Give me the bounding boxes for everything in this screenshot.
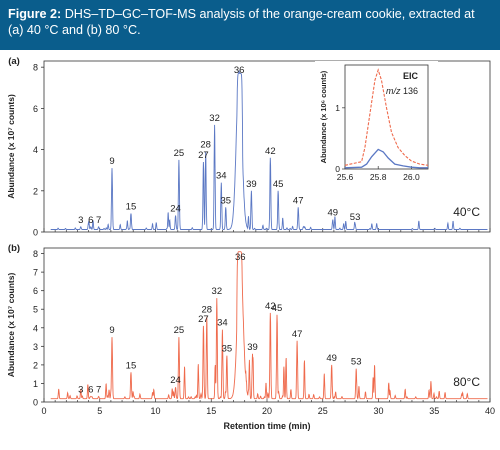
x-tick-label: 35 [429,406,439,416]
peak-label: 34 [216,171,227,182]
inset-series-line [344,148,428,169]
peak-label: 35 [222,344,233,355]
peak-label: 27 [198,150,209,161]
peak-label: 3 [78,384,83,395]
inset-subtitle: m/z 136 [386,86,418,96]
peak-label: 53 [351,357,362,368]
x-tick-label: 0 [41,406,46,416]
y-tick-label: 0 [33,398,38,408]
x-tick-label: 10 [150,406,160,416]
chromatogram-trace [50,70,488,231]
x-tick-label: 40 [485,406,495,416]
y-tick-label: 3 [33,342,38,352]
peak-label: 47 [293,195,304,206]
peak-label: 24 [170,375,181,386]
peak-label: 39 [247,342,258,353]
peak-label: 7 [96,215,101,226]
y-tick-label: 4 [33,145,38,155]
peak-label: 35 [220,195,231,206]
x-tick-label: 25 [318,406,328,416]
panel-label: (b) [8,243,20,254]
figure-caption: Figure 2: DHS–TD–GC–TOF-MS analysis of t… [0,0,500,50]
peak-label: 32 [209,113,220,124]
peak-label: 15 [126,360,137,371]
y-tick-label: 7 [33,268,38,278]
peak-label: 9 [109,325,114,336]
inset-x-tick-label: 25.6 [337,172,354,182]
peak-label: 24 [170,204,181,215]
peak-label: 3 [78,215,83,226]
inset-series-line [344,68,429,166]
peak-label: 34 [217,318,228,329]
peak-label: 27 [198,314,209,325]
peak-label: 39 [246,179,257,190]
chromatogram-trace [50,251,488,400]
caption-text: DHS–TD–GC–TOF-MS analysis of the orange-… [8,7,475,37]
x-tick-label: 5 [97,406,102,416]
x-axis-label: Retention time (min) [224,421,311,431]
peak-label: 49 [326,353,337,364]
eic-inset: 0 1 25.6 25.8 26.0 Abundance (x 10⁶ counts) EI… [315,61,438,191]
peak-label: 15 [126,201,137,212]
peak-label: 45 [272,303,283,314]
y-tick-label: 4 [33,323,38,333]
peak-label: 47 [292,329,303,340]
panel-label: (a) [8,56,20,67]
x-tick-label: 20 [262,406,272,416]
inset-frame [344,64,429,170]
y-tick-label: 8 [33,249,38,259]
y-tick-label: 8 [33,63,38,73]
y-tick-label: 2 [33,186,38,196]
peak-label: 45 [273,179,284,190]
peak-label: 25 [174,325,185,336]
condition-label: 80°C [453,375,480,389]
y-tick-label: 6 [33,104,38,114]
inset-y-tick-label: 1 [335,103,340,113]
figure-panel: 0 2 4 6 8 Abundance (x 10⁷ counts) (a) 40°C 3 6 7 9… [0,50,500,445]
inset-y-tick-label: 0 [335,164,340,174]
inset-x-tick-label: 25.8 [370,172,387,182]
peak-label: 36 [235,252,246,263]
y-tick-label: 0 [33,228,38,238]
peak-label: 53 [350,212,361,223]
inset-x-tick-label: 26.0 [403,172,420,182]
y-tick-label: 6 [33,286,38,296]
peak-label: 49 [327,208,338,219]
peak-label: 28 [202,305,213,316]
condition-label: 40°C [453,205,480,219]
peak-label: 36 [234,65,245,76]
x-tick-label: 30 [373,406,383,416]
caption-label: Figure 2: [8,7,62,21]
peak-label: 32 [212,286,223,297]
y-tick-label: 2 [33,360,38,370]
peak-label: 25 [174,148,185,159]
peak-label: 9 [109,156,114,167]
y-tick-label: 1 [33,379,38,389]
y-axis-label: Abundance (x 10⁷ counts) [6,94,16,199]
peak-label: 6 [88,215,93,226]
inset-title: EIC [403,71,419,81]
inset-y-axis-label: Abundance (x 10⁶ counts) [319,70,328,163]
y-tick-label: 5 [33,305,38,315]
peak-label: 42 [265,301,276,312]
peak-label: 6 [88,384,93,395]
inset-mz-label: m/z [386,86,403,96]
peak-label: 42 [265,146,276,157]
peak-label: 28 [200,140,211,151]
x-tick-label: 15 [206,406,216,416]
inset-mz-value: 136 [403,86,418,96]
y-axis-label: Abundance (x 10⁷ counts) [6,273,16,378]
peak-label: 7 [96,384,101,395]
